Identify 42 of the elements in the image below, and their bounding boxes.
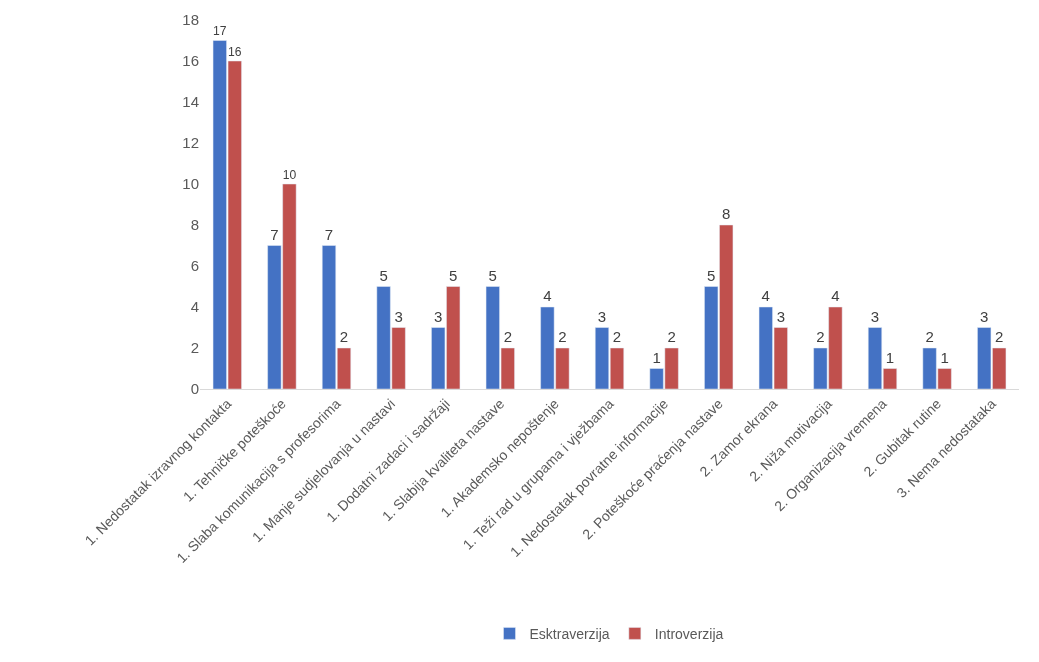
- data-label: 3: [980, 307, 989, 325]
- data-label: 3: [394, 307, 403, 325]
- data-label: 3: [434, 307, 443, 325]
- data-label: 17: [213, 24, 227, 39]
- data-label: 4: [543, 287, 552, 304]
- data-label: 2: [925, 328, 934, 345]
- data-label: 7: [270, 225, 279, 243]
- data-label: 7: [324, 225, 334, 243]
- data-label: 5: [488, 266, 497, 284]
- data-label: 5: [707, 266, 716, 284]
- y-tick-label: 0: [190, 380, 199, 398]
- data-label: 1: [885, 348, 895, 366]
- data-label: 2: [612, 328, 622, 345]
- data-label: 8: [722, 205, 731, 222]
- data-label: 4: [761, 287, 770, 304]
- y-tick-label: 18: [182, 11, 199, 29]
- data-label: 1: [652, 348, 661, 366]
- data-label: 3: [597, 307, 607, 325]
- data-label: 3: [870, 307, 880, 325]
- y-tick-label: 2: [190, 339, 199, 357]
- data-label: 2: [995, 328, 1004, 345]
- y-tick-label: 14: [182, 93, 199, 111]
- y-tick-label: 10: [182, 175, 199, 193]
- data-label: 16: [228, 44, 242, 59]
- legend-label: Esktraverzija: [529, 625, 610, 642]
- y-tick-label: 6: [190, 257, 199, 275]
- data-label: 10: [282, 167, 297, 182]
- data-label: 1: [940, 348, 949, 366]
- y-tick-label: 16: [182, 52, 199, 70]
- y-tick-label: 8: [190, 216, 199, 234]
- data-label: 3: [776, 307, 785, 325]
- y-tick-label: 12: [182, 134, 199, 152]
- data-label: 2: [503, 328, 512, 345]
- y-tick-label: 4: [190, 298, 199, 316]
- data-label: 2: [339, 328, 349, 345]
- data-label: 2: [558, 328, 567, 345]
- data-label: 4: [831, 287, 840, 304]
- data-label: 5: [379, 266, 388, 284]
- data-label: 2: [667, 328, 676, 345]
- data-label: 5: [449, 266, 458, 284]
- legend-label: Introverzija: [654, 625, 724, 642]
- data-label: 2: [816, 328, 825, 345]
